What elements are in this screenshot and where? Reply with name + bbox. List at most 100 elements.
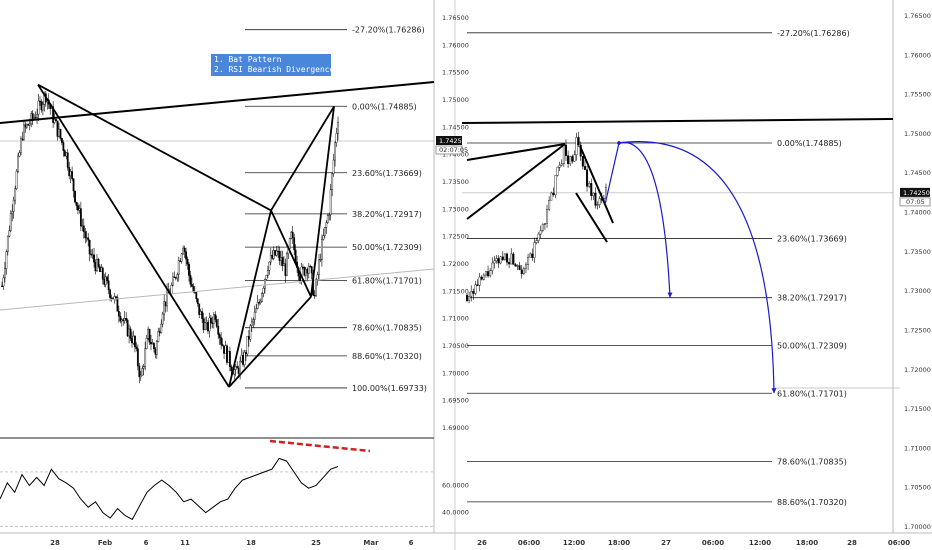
right-y-tick-9: 1.72000 xyxy=(904,366,931,374)
left-candle-body xyxy=(119,315,122,322)
left-candle-body xyxy=(243,352,246,365)
left-fib-label-8: 100.00%(1.69733) xyxy=(352,384,427,393)
left-candle-body xyxy=(256,302,259,309)
left-candle-body xyxy=(6,235,9,252)
right-candle-body xyxy=(550,192,553,201)
right-x-tick-2: 12:00 xyxy=(563,539,585,547)
right-candle-body xyxy=(560,163,563,166)
right-candle-body xyxy=(558,164,561,168)
right-candle-body xyxy=(581,156,584,167)
right-candle-body xyxy=(510,253,513,265)
left-candle-body xyxy=(98,266,101,272)
rsi-bearish-divergence xyxy=(269,439,371,453)
left-candle-body xyxy=(306,269,309,274)
left-candle-body xyxy=(304,269,307,276)
right-candle-body xyxy=(466,294,469,301)
rsi-y-tick-0: 60.0000 xyxy=(442,482,469,490)
left-candle-body xyxy=(253,311,256,320)
right-y-tick-10: 1.71500 xyxy=(904,405,931,413)
left-candle-body xyxy=(240,355,243,362)
right-x-tick-4: 27 xyxy=(661,539,671,547)
left-candle-body xyxy=(1,285,3,287)
right-candle-body xyxy=(562,144,565,164)
left-candle-body xyxy=(196,298,199,304)
left-x-tick-2: 6 xyxy=(144,539,149,547)
left-candle-body xyxy=(202,318,205,330)
left-candle-body xyxy=(239,360,242,374)
left-candle-body xyxy=(122,319,125,322)
left-candle-body xyxy=(11,211,14,215)
left-candle-body xyxy=(15,170,18,190)
projection-arc-target-1 xyxy=(618,141,671,298)
right-fib-label-5: 61.80%(1.71701) xyxy=(777,389,847,398)
left-y-tick-4: 1.74500 xyxy=(442,123,469,131)
left-candle-body xyxy=(271,254,274,259)
right-candle-body xyxy=(569,156,572,165)
left-candle-body xyxy=(290,231,293,239)
left-candle-body xyxy=(307,265,310,274)
left-x-tick-5: 25 xyxy=(311,539,321,547)
bat-pattern-leg-CD xyxy=(310,106,335,297)
right-candles xyxy=(466,131,608,304)
left-candle-body xyxy=(96,259,98,272)
left-candle-body xyxy=(69,171,72,177)
left-candle-body xyxy=(71,171,74,179)
right-candle-body xyxy=(520,269,523,274)
left-y-tick-11: 1.71000 xyxy=(442,315,469,323)
left-price-badge xyxy=(436,136,462,145)
right-candle-body xyxy=(491,262,494,271)
left-candle-body xyxy=(53,119,56,123)
right-x-tick-5: 06:00 xyxy=(702,539,724,547)
left-candle-body xyxy=(329,189,332,216)
left-candle-body xyxy=(319,259,322,261)
left-candle-body xyxy=(316,274,319,280)
left-candle-body xyxy=(148,328,151,343)
left-candle-body xyxy=(288,238,291,249)
left-candle-body xyxy=(252,319,255,323)
right-y-tick-0: 1.76500 xyxy=(904,12,931,20)
left-candle-body xyxy=(313,295,316,297)
left-countdown-badge xyxy=(435,145,463,155)
left-candle-body xyxy=(337,122,339,134)
left-candle-body xyxy=(218,334,221,338)
right-candle-body xyxy=(556,167,559,176)
right-y-tick-2: 1.75500 xyxy=(904,91,931,99)
left-candle-body xyxy=(77,205,79,211)
left-candle-body xyxy=(234,366,237,370)
left-candle-body xyxy=(237,367,240,374)
left-candle-body xyxy=(268,261,271,271)
left-candle-body xyxy=(94,261,97,272)
right-candle-body xyxy=(527,257,530,265)
right-fib-label-3: 38.20%(1.72917) xyxy=(777,294,847,303)
right-y-tick-11: 1.71000 xyxy=(904,444,931,452)
right-candle-body xyxy=(537,233,540,241)
left-candle-body xyxy=(285,253,288,276)
left-candle-body xyxy=(230,366,233,372)
left-candle-body xyxy=(151,342,154,345)
right-candle-body xyxy=(470,291,473,297)
right-candle-body xyxy=(518,265,521,271)
left-candle-body xyxy=(189,275,192,285)
left-candle-body xyxy=(9,213,12,231)
left-candle-body xyxy=(326,215,329,223)
left-candle-body xyxy=(141,368,144,376)
right-candle-body xyxy=(478,276,481,286)
left-candle-body xyxy=(33,116,36,119)
left-x-tick-3: 11 xyxy=(180,539,190,547)
left-candle-body xyxy=(135,346,138,349)
left-candle-body xyxy=(155,341,158,355)
left-candle-body xyxy=(250,321,253,326)
left-y-tick-14: 1.69500 xyxy=(442,397,469,405)
left-candle-body xyxy=(323,227,326,236)
right-candle-body xyxy=(535,240,538,243)
left-candle-body xyxy=(40,101,43,111)
left-candle-body xyxy=(220,337,223,345)
left-candle-body xyxy=(142,366,145,369)
left-candle-body xyxy=(325,222,328,228)
rsi-line xyxy=(0,457,339,521)
left-candle-body xyxy=(123,318,126,322)
right-fib-label-2: 23.60%(1.73669) xyxy=(777,235,847,244)
right-y-tick-3: 1.75000 xyxy=(904,130,931,138)
left-y-tick-0: 1.76500 xyxy=(442,14,469,22)
left-candle-body xyxy=(85,237,88,239)
